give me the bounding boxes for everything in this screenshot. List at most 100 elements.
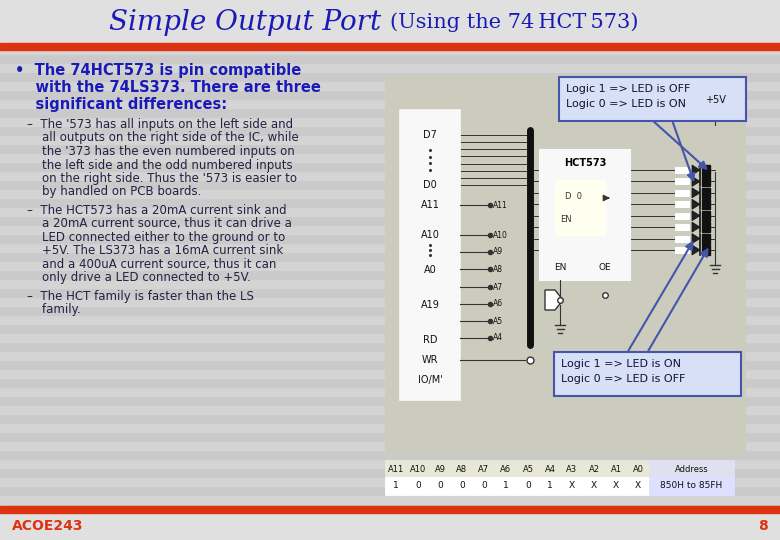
Bar xyxy=(0,441,780,450)
Text: 1: 1 xyxy=(393,482,399,490)
Text: OE: OE xyxy=(599,264,612,273)
Text: Logic 1 => LED is ON
Logic 0 => LED is OFF: Logic 1 => LED is ON Logic 0 => LED is O… xyxy=(561,359,686,384)
Bar xyxy=(0,495,780,504)
Text: A7: A7 xyxy=(493,282,503,292)
Bar xyxy=(0,414,780,423)
Text: the '373 has the even numbered inputs on: the '373 has the even numbered inputs on xyxy=(27,145,295,158)
Bar xyxy=(0,45,780,54)
Bar xyxy=(0,261,780,270)
Bar xyxy=(583,460,605,478)
Text: on the right side. Thus the '573 is easier to: on the right side. Thus the '573 is easi… xyxy=(27,172,297,185)
Bar xyxy=(675,167,689,173)
Text: A7: A7 xyxy=(478,464,490,474)
Bar xyxy=(0,432,780,441)
Polygon shape xyxy=(692,211,700,221)
Text: ACOE243: ACOE243 xyxy=(12,519,83,533)
Bar xyxy=(649,477,734,495)
Bar xyxy=(0,198,780,207)
Text: X: X xyxy=(635,482,641,490)
Text: A2: A2 xyxy=(588,464,600,474)
Bar xyxy=(0,506,780,513)
Text: A19: A19 xyxy=(420,300,439,310)
Bar xyxy=(675,247,689,253)
Bar xyxy=(702,188,710,198)
Bar xyxy=(451,460,473,478)
Text: X: X xyxy=(613,482,619,490)
Text: Simple Output Port: Simple Output Port xyxy=(109,9,390,36)
Bar xyxy=(675,201,689,207)
Text: A6: A6 xyxy=(501,464,512,474)
Bar xyxy=(0,279,780,288)
Text: –  The '573 has all inputs on the left side and: – The '573 has all inputs on the left si… xyxy=(27,118,293,131)
Bar xyxy=(605,477,627,495)
Polygon shape xyxy=(692,165,700,175)
Bar xyxy=(0,324,780,333)
Bar xyxy=(702,245,710,255)
Text: A4: A4 xyxy=(493,334,503,342)
Bar xyxy=(495,460,517,478)
Text: Address: Address xyxy=(675,464,708,474)
Bar xyxy=(0,144,780,153)
Bar xyxy=(605,460,627,478)
Bar xyxy=(0,54,780,63)
Bar xyxy=(0,423,780,432)
Text: X: X xyxy=(569,482,575,490)
Bar xyxy=(0,43,780,50)
Bar xyxy=(0,510,780,540)
Text: A0: A0 xyxy=(633,464,644,474)
Bar xyxy=(0,513,780,522)
Bar xyxy=(702,222,710,232)
Bar xyxy=(583,477,605,495)
Bar xyxy=(0,90,780,99)
Bar xyxy=(495,477,517,495)
Bar xyxy=(407,477,429,495)
Text: A1: A1 xyxy=(611,464,622,474)
Bar xyxy=(0,36,780,45)
Bar xyxy=(0,117,780,126)
Text: –  The HCT family is faster than the LS: – The HCT family is faster than the LS xyxy=(27,290,254,303)
Bar xyxy=(649,460,734,478)
Text: A8: A8 xyxy=(493,265,503,273)
Bar xyxy=(675,235,689,241)
Bar xyxy=(702,234,710,244)
Text: A11: A11 xyxy=(420,200,439,210)
Polygon shape xyxy=(692,177,700,186)
Bar xyxy=(555,180,605,235)
Text: all outputs on the right side of the IC, while: all outputs on the right side of the IC,… xyxy=(27,132,299,145)
Bar xyxy=(0,216,780,225)
Text: A3: A3 xyxy=(566,464,577,474)
Text: D0: D0 xyxy=(423,180,437,190)
Bar xyxy=(675,224,689,230)
Polygon shape xyxy=(692,199,700,210)
Polygon shape xyxy=(692,245,700,255)
Text: 0: 0 xyxy=(525,482,531,490)
Bar xyxy=(0,0,780,43)
Text: with the 74LS373. There are three: with the 74LS373. There are three xyxy=(15,80,321,95)
Bar xyxy=(517,460,539,478)
Bar xyxy=(0,171,780,180)
Text: A0: A0 xyxy=(424,265,436,275)
Bar xyxy=(0,63,780,72)
Bar xyxy=(0,315,780,324)
Bar xyxy=(0,72,780,81)
Bar xyxy=(0,504,780,513)
Text: Logic 1 => LED is OFF
Logic 0 => LED is ON: Logic 1 => LED is OFF Logic 0 => LED is … xyxy=(566,84,690,109)
Text: significant differences:: significant differences: xyxy=(15,97,227,112)
FancyBboxPatch shape xyxy=(559,77,746,121)
Bar xyxy=(702,211,710,221)
Text: EN: EN xyxy=(560,215,572,225)
Bar xyxy=(0,342,780,351)
Bar xyxy=(385,477,407,495)
Bar xyxy=(675,178,689,185)
Bar xyxy=(0,252,780,261)
Bar xyxy=(0,405,780,414)
Bar xyxy=(0,234,780,243)
Bar xyxy=(0,207,780,216)
Polygon shape xyxy=(692,188,700,198)
Bar xyxy=(473,477,495,495)
Text: +5V. The LS373 has a 16mA current sink: +5V. The LS373 has a 16mA current sink xyxy=(27,245,283,258)
Bar xyxy=(385,75,745,455)
Bar xyxy=(0,378,780,387)
Text: D  0: D 0 xyxy=(565,192,582,201)
Text: A8: A8 xyxy=(456,464,467,474)
